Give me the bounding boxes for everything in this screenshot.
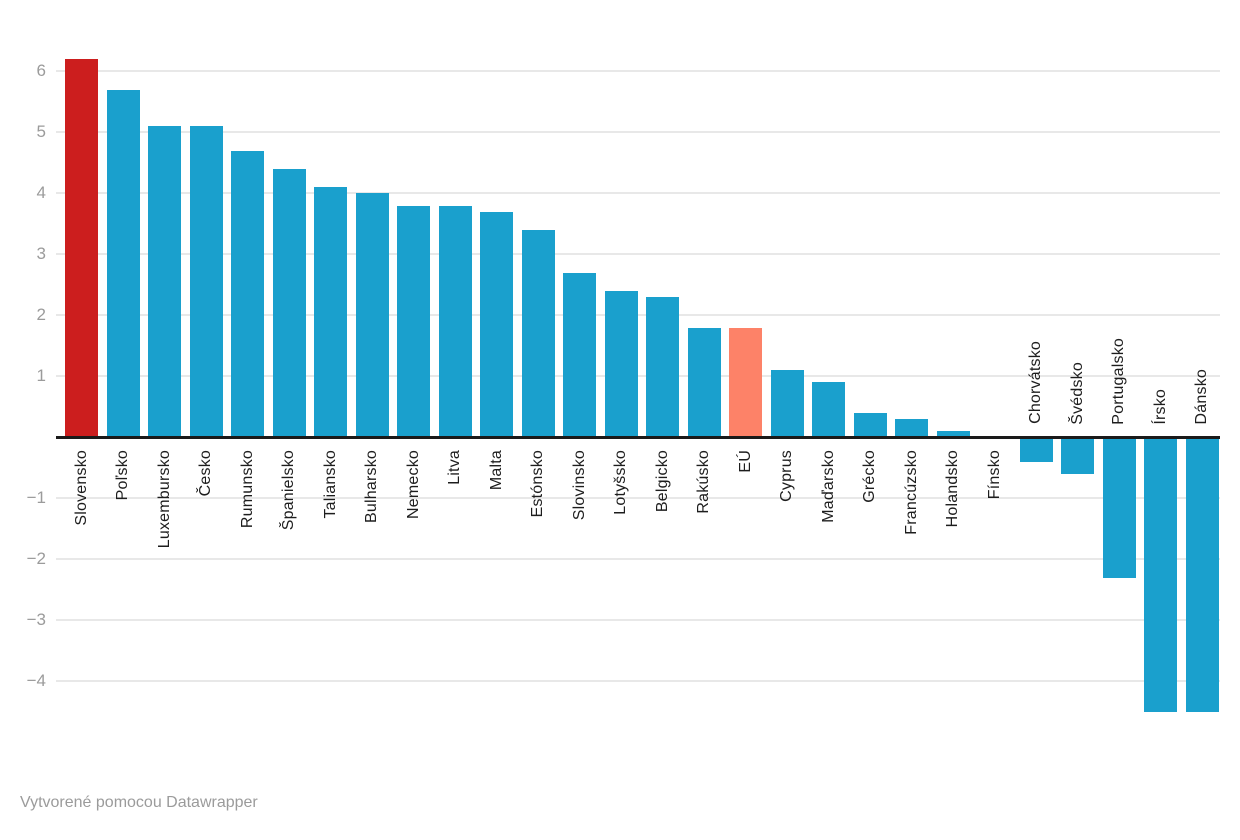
bar-luxembursko [148,126,181,438]
datawrapper-credit: Vytvorené pomocou Datawrapper [20,794,258,811]
gridline [56,497,1220,500]
bar-polsko [106,89,140,438]
category-label: Poľsko [114,450,131,501]
category-label: Holandsko [944,450,961,528]
category-label: Bulharsko [363,450,380,524]
bar-malta [480,211,513,438]
bar-bulharsko [355,193,389,438]
y-axis-tick-label: 4 [36,183,46,203]
category-label: Maďarsko [819,450,837,524]
category-label: Rumunsko [238,450,256,529]
bar-lotyssko [604,290,638,438]
category-label: Litva [446,450,463,486]
gridline [56,375,1220,378]
bar-francuzsko [895,419,928,438]
bar-rakusko [687,327,721,438]
bar-madarsko [812,382,845,438]
category-label: EÚ [736,450,754,473]
bar-slovinsko [563,272,596,438]
y-axis-tick-label: −1 [26,488,46,508]
gridline [56,558,1220,561]
category-label: Írsko [1151,388,1169,425]
gridline [56,70,1220,73]
bar-chorvatsko [1019,437,1053,462]
bar-litva [438,205,472,438]
gridline [56,314,1220,317]
bar-cyprus [770,370,804,438]
bar-holandsko [936,431,970,438]
category-label: Slovinsko [570,450,588,521]
category-label: Fínsko [985,450,1003,500]
category-label: Cyprus [778,450,795,503]
bar-spanielsko [272,168,306,438]
bar-slovensko [65,59,98,438]
category-label: Slovensko [72,450,90,526]
bar-estonsko [521,229,555,438]
bar-svedsko [1061,437,1094,474]
category-label: Nemecko [404,450,422,520]
gridline [56,131,1220,134]
y-axis-tick-label: −4 [26,671,46,691]
bar-rumunsko [231,150,264,438]
category-label: Rakúsko [695,450,712,514]
bar-grecko [853,412,887,438]
category-label: Estónsko [529,450,546,518]
gridline [56,680,1220,683]
category-label: Belgicko [653,450,671,513]
y-axis-tick-label: −2 [26,549,46,569]
y-axis-tick-label: 6 [36,61,46,81]
bar-eu [729,327,762,438]
y-axis-tick-label: 3 [36,244,46,264]
gridline [56,253,1220,256]
category-label: Taliansko [321,450,339,519]
category-label: Luxembursko [155,450,173,549]
category-label: Francúzsko [902,450,920,536]
y-axis-tick-label: 5 [36,122,46,142]
category-label: Chorvátsko [1027,341,1044,425]
y-axis-tick-label: −3 [26,610,46,630]
bar-taliansko [314,187,347,438]
category-label: Dánsko [1193,368,1210,425]
bar-cesko [189,126,223,438]
plot-area: Slovensko Poľsko Luxembursko Česko Rumunsko Š… [56,50,1220,717]
category-label: Česko [197,450,214,497]
bar-dansko [1185,437,1219,712]
bar-belgicko [646,297,679,438]
category-label: Portugalsko [1110,337,1127,425]
y-axis-tick-label: 2 [36,305,46,325]
category-label: Španielsko [280,450,297,531]
category-label: Švédsko [1068,361,1086,425]
bar-irsko [1144,437,1177,712]
y-axis-tick-label: 1 [36,366,46,386]
category-label: Lotyšsko [612,450,629,516]
gridline [56,192,1220,195]
gridline [56,619,1220,622]
category-label: Malta [487,450,505,491]
category-label: Grécko [861,450,878,504]
zero-axis-line [56,435,1220,439]
bar-portugalsko [1102,437,1136,578]
bar-nemecko [397,205,430,438]
